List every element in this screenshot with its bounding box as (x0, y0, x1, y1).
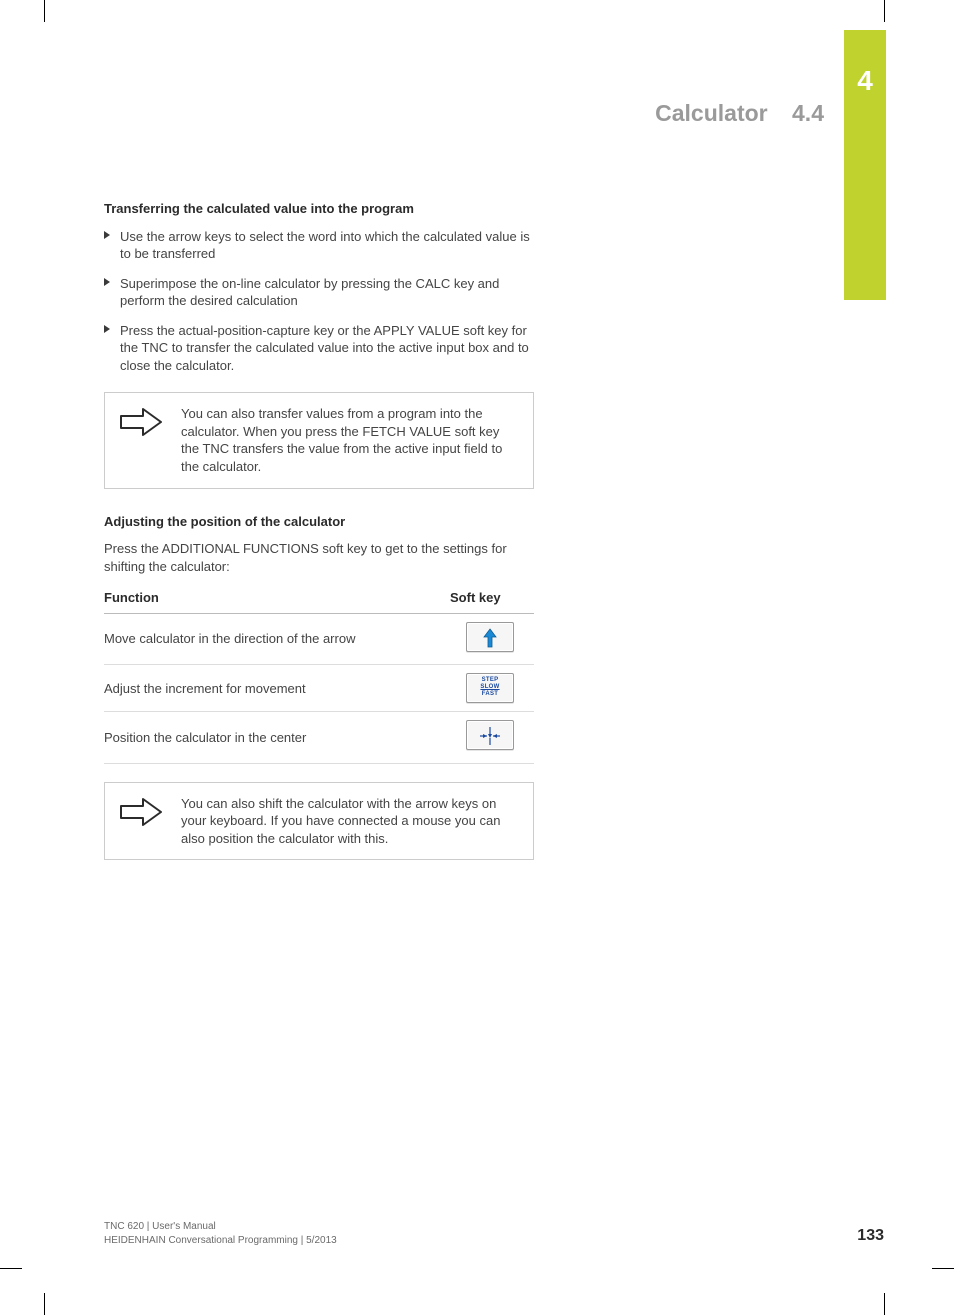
note-arrow-icon (117, 795, 165, 848)
softkey-cell (450, 712, 534, 764)
page: 4 Calculator 4.4 Transferring the calcul… (0, 0, 954, 1315)
table-row: Move calculator in the direction of the … (104, 613, 534, 665)
crop-mark (44, 1293, 45, 1315)
section1-list: Use the arrow keys to select the word in… (104, 228, 534, 375)
softkey-cell (450, 613, 534, 665)
crop-mark (884, 1293, 885, 1315)
softkey-cell: STEP SLOW FAST (450, 665, 534, 712)
content-column: Transferring the calculated value into t… (104, 200, 534, 884)
crop-mark (44, 0, 45, 22)
section2-intro: Press the ADDITIONAL FUNCTIONS soft key … (104, 540, 534, 575)
header-section: 4.4 (792, 100, 824, 126)
col-softkey: Soft key (450, 585, 534, 613)
page-footer: TNC 620 | User's Manual HEIDENHAIN Conve… (104, 1220, 884, 1247)
col-function: Function (104, 585, 450, 613)
chapter-number: 4 (844, 30, 886, 100)
footer-line1: TNC 620 | User's Manual (104, 1220, 337, 1234)
header-title: Calculator (655, 100, 767, 126)
softkey-line: STEP (467, 677, 513, 683)
func-cell: Adjust the increment for movement (104, 665, 450, 712)
note-arrow-icon (117, 405, 165, 475)
table-row: Position the calculator in the center (104, 712, 534, 764)
section1-heading: Transferring the calculated value into t… (104, 200, 534, 218)
table-row: Adjust the increment for movement STEP S… (104, 665, 534, 712)
note-text: You can also transfer values from a prog… (181, 405, 521, 475)
softkey-center-icon (466, 720, 514, 750)
footer-left: TNC 620 | User's Manual HEIDENHAIN Conve… (104, 1220, 337, 1247)
footer-line2: HEIDENHAIN Conversational Programming | … (104, 1234, 337, 1248)
list-item: Superimpose the on-line calculator by pr… (104, 275, 534, 310)
crop-mark (0, 1268, 22, 1269)
softkey-arrow-up-icon (466, 622, 514, 652)
page-header: Calculator 4.4 (655, 98, 824, 129)
note-text: You can also shift the calculator with t… (181, 795, 521, 848)
footer-page-number: 133 (857, 1225, 884, 1247)
list-item: Use the arrow keys to select the word in… (104, 228, 534, 263)
list-item: Press the actual-position-capture key or… (104, 322, 534, 375)
softkey-line: FAST (467, 691, 513, 697)
softkey-step-slow-fast-icon: STEP SLOW FAST (466, 673, 514, 703)
note-box: You can also shift the calculator with t… (104, 782, 534, 861)
functions-table: Function Soft key Move calculator in the… (104, 585, 534, 764)
note-box: You can also transfer values from a prog… (104, 392, 534, 488)
softkey-line: SLOW (467, 684, 513, 690)
crop-mark (884, 0, 885, 22)
func-cell: Move calculator in the direction of the … (104, 613, 450, 665)
crop-mark (932, 1268, 954, 1269)
section2-heading: Adjusting the position of the calculator (104, 513, 534, 531)
chapter-tab: 4 (844, 30, 886, 300)
func-cell: Position the calculator in the center (104, 712, 450, 764)
